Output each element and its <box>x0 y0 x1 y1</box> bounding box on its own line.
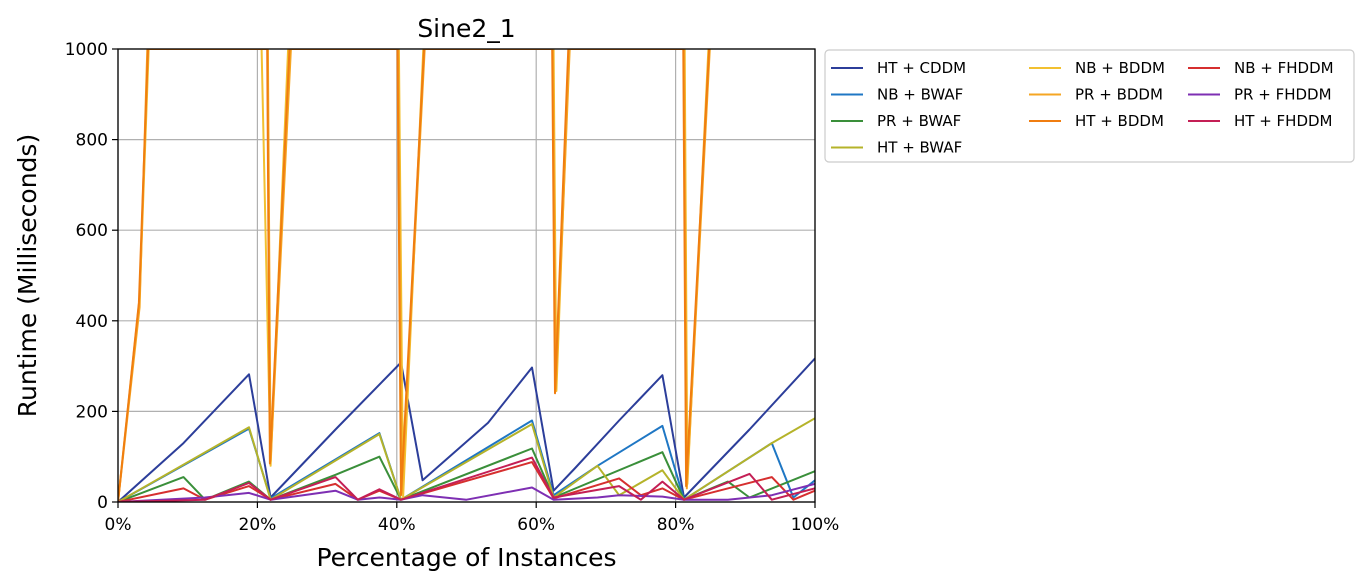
y-tick-label: 200 <box>76 402 108 422</box>
x-axis: 0% 20% 40% 60% 80% 100% <box>105 502 840 535</box>
legend-label-pr-fhddm: PR + FHDDM <box>1234 86 1332 104</box>
series-line-nb-fhddm <box>118 461 815 502</box>
y-tick-label: 400 <box>76 312 108 332</box>
legend-label-ht-cddm: HT + CDDM <box>877 59 966 77</box>
plot-frame <box>117 48 816 503</box>
series-line-ht-cddm <box>118 357 815 502</box>
y-axis: 0 200 400 600 800 1000 <box>65 40 118 513</box>
series-line-ht-fhddm <box>118 456 815 502</box>
x-tick-label: 40% <box>378 515 416 535</box>
series-layer <box>118 49 815 502</box>
x-tick-label: 20% <box>239 515 277 535</box>
grid <box>117 48 816 503</box>
x-tick-label: 100% <box>791 515 840 535</box>
x-tick-label: 80% <box>657 515 695 535</box>
y-tick-label: 800 <box>76 131 108 151</box>
legend-label-nb-bddm: NB + BDDM <box>1075 59 1165 77</box>
legend: HT + CDDM NB + BWAF PR + BWAF HT + BWAF NB +… <box>824 49 1355 163</box>
series-line-nb-bddm <box>118 49 710 502</box>
legend-label-nb-bwaf: NB + BWAF <box>877 86 963 104</box>
series-line-ht-bddm <box>118 49 711 502</box>
x-tick-label: 60% <box>517 515 555 535</box>
chart-title: Sine2_1 <box>417 14 515 43</box>
y-tick-label: 0 <box>97 493 108 513</box>
y-tick-label: 600 <box>76 221 108 241</box>
x-tick-label: 0% <box>105 515 132 535</box>
legend-box <box>824 49 1355 163</box>
y-tick-label: 1000 <box>65 40 108 60</box>
legend-label-ht-bwaf: HT + BWAF <box>877 139 962 157</box>
legend-label-nb-fhddm: NB + FHDDM <box>1234 59 1334 77</box>
y-axis-label: Runtime (Milliseconds) <box>13 134 42 417</box>
legend-label-ht-fhddm: HT + FHDDM <box>1234 112 1333 130</box>
x-axis-label: Percentage of Instances <box>317 543 617 572</box>
legend-label-pr-bddm: PR + BDDM <box>1075 86 1163 104</box>
legend-label-pr-bwaf: PR + BWAF <box>877 112 961 130</box>
legend-label-ht-bddm: HT + BDDM <box>1075 112 1164 130</box>
